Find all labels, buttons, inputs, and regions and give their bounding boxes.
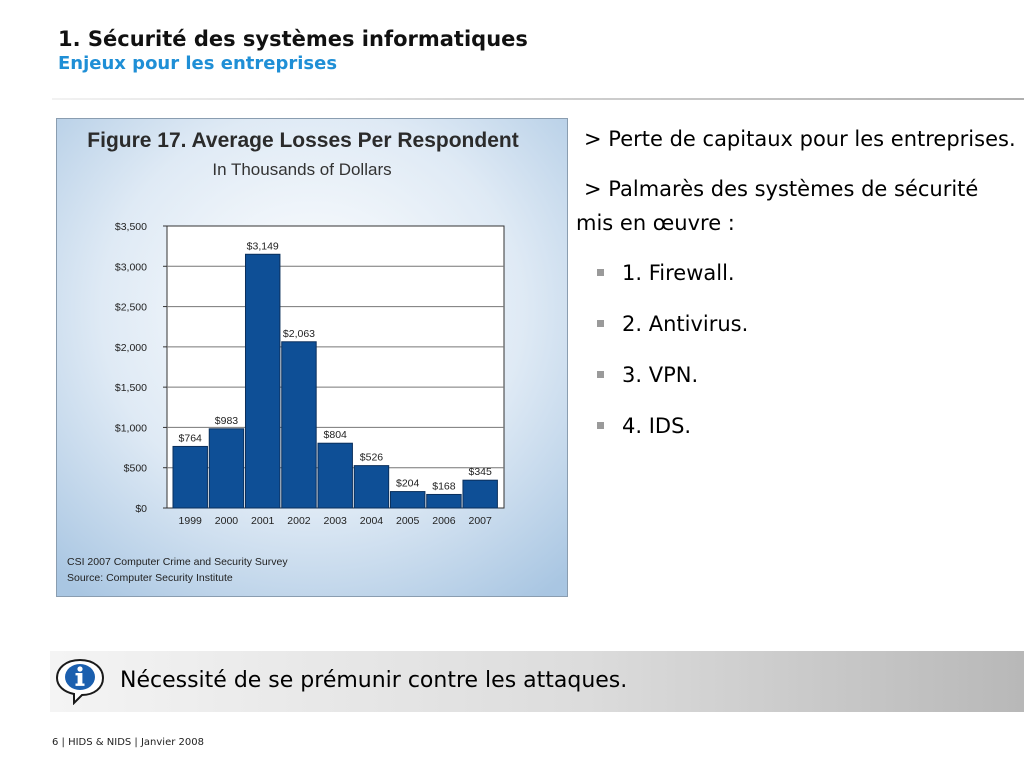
bar-2006 [426,493,462,509]
bullet-lead-text: Perte de capitaux pour les entreprises. [608,127,1016,151]
slide-footer: 6 | HIDS & NIDS | Janvier 2008 [52,737,204,748]
bullet-lead-losses: > Perte de capitaux pour les entreprises… [576,122,1016,156]
list-item-text: 4. IDS. [622,414,692,438]
list-item: 2. Antivirus. [576,307,1016,341]
bullet-marker: > [584,177,602,201]
bullet-lead-text: Palmarès des systèmes de sécurité mis en… [576,177,979,235]
data-label: $168 [432,480,456,492]
data-label: $764 [179,432,203,444]
y-tick-label: $1,000 [115,422,147,434]
slide-header: 1. Sécurité des systèmes informatiques E… [58,26,528,76]
x-tick-label: 2002 [287,515,311,527]
x-tick-label: 2006 [432,515,456,527]
bar-2003 [317,442,353,509]
chart-source-line-1: CSI 2007 Computer Crime and Security Sur… [67,556,288,568]
bar-2002 [281,341,317,509]
x-tick-label: 2004 [360,515,384,527]
chart-subtitle: In Thousands of Dollars [212,160,391,179]
chart-title: Figure 17. Average Losses Per Respondent [87,129,518,152]
bar-2001 [244,253,281,509]
y-tick-label: $0 [135,503,147,515]
chart-source-line-2: Source: Computer Security Institute [67,572,233,584]
data-label: $345 [469,466,493,478]
y-tick-label: $2,000 [115,342,147,354]
list-item-text: 2. Antivirus. [622,312,749,336]
square-bullet-icon [597,422,604,429]
x-tick-label: 2000 [215,515,239,527]
bar-2004 [353,465,390,509]
y-tick-label: $3,000 [115,261,147,273]
info-icon [55,658,105,705]
y-tick-label: $500 [124,463,148,475]
header-divider [52,98,1024,100]
data-label: $2,063 [283,328,315,340]
chart-figure: Figure 17. Average Losses Per Respondent… [56,118,568,597]
square-bullet-icon [597,371,604,378]
list-item: 1. Firewall. [576,256,1016,290]
slide-subtitle: Enjeux pour les entreprises [58,53,338,74]
bar-chart: Figure 17. Average Losses Per Respondent… [57,119,567,596]
bullet-lead-security: > Palmarès des systèmes de sécurité mis … [576,172,1016,240]
x-tick-label: 2007 [469,515,493,527]
square-bullet-icon [597,269,604,276]
slide-title: 1. Sécurité des systèmes informatiques [58,27,528,51]
y-tick-label: $1,500 [115,382,147,394]
info-text: Nécessité de se prémunir contre les atta… [120,668,628,693]
list-item-text: 3. VPN. [622,363,699,387]
data-label: $3,149 [247,240,279,252]
list-item-text: 1. Firewall. [622,261,735,285]
data-label: $526 [360,452,384,464]
list-item: 3. VPN. [576,358,1016,392]
bar-2005 [389,491,426,509]
y-tick-label: $2,500 [115,302,147,314]
x-tick-label: 2001 [251,515,275,527]
list-item: 4. IDS. [576,409,1016,443]
bar-1999 [172,445,208,509]
x-tick-label: 2005 [396,515,420,527]
info-banner: Nécessité de se prémunir contre les atta… [50,651,1024,712]
bullet-marker: > [584,127,602,151]
y-tick-label: $3,500 [115,221,147,233]
square-bullet-icon [597,320,604,327]
bullet-list: > Perte de capitaux pour les entreprises… [576,122,1016,460]
bar-2007 [462,479,498,509]
data-label: $983 [215,415,239,427]
x-tick-label: 2003 [324,515,348,527]
data-label: $804 [324,429,348,441]
x-tick-label: 1999 [179,515,203,527]
bar-2000 [208,428,245,509]
data-label: $204 [396,478,420,490]
